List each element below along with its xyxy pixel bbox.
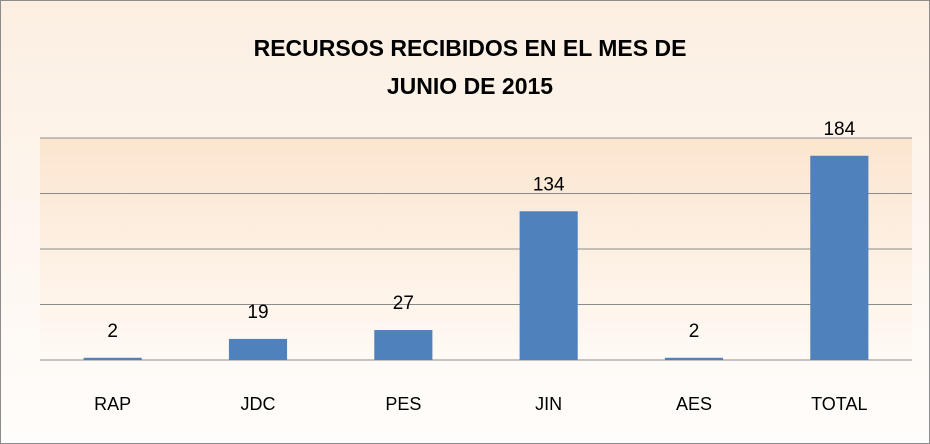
data-label: 134	[533, 174, 565, 195]
data-label: 27	[393, 293, 414, 314]
x-tick-label: TOTAL	[811, 394, 867, 414]
bar	[228, 338, 288, 360]
bar	[374, 330, 433, 360]
x-tick-label: JIN	[535, 394, 562, 414]
data-label: 2	[107, 321, 118, 342]
data-label: 184	[823, 119, 855, 140]
chart-title: RECURSOS RECIBIDOS EN EL MES DE	[254, 35, 687, 61]
bar	[519, 211, 578, 360]
bar	[83, 357, 142, 360]
x-tick-label: AES	[676, 394, 712, 414]
bar	[664, 357, 724, 360]
data-label: 19	[247, 302, 268, 323]
chart-title: JUNIO DE 2015	[387, 73, 553, 99]
x-tick-label: RAP	[94, 394, 131, 414]
data-label: 2	[689, 321, 700, 342]
x-tick-label: JDC	[241, 394, 276, 414]
bar	[810, 155, 869, 360]
x-tick-label: PES	[385, 394, 421, 414]
